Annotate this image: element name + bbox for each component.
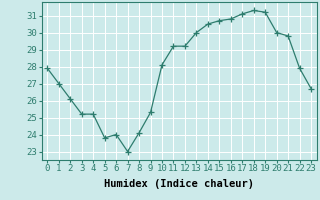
X-axis label: Humidex (Indice chaleur): Humidex (Indice chaleur) bbox=[104, 179, 254, 189]
